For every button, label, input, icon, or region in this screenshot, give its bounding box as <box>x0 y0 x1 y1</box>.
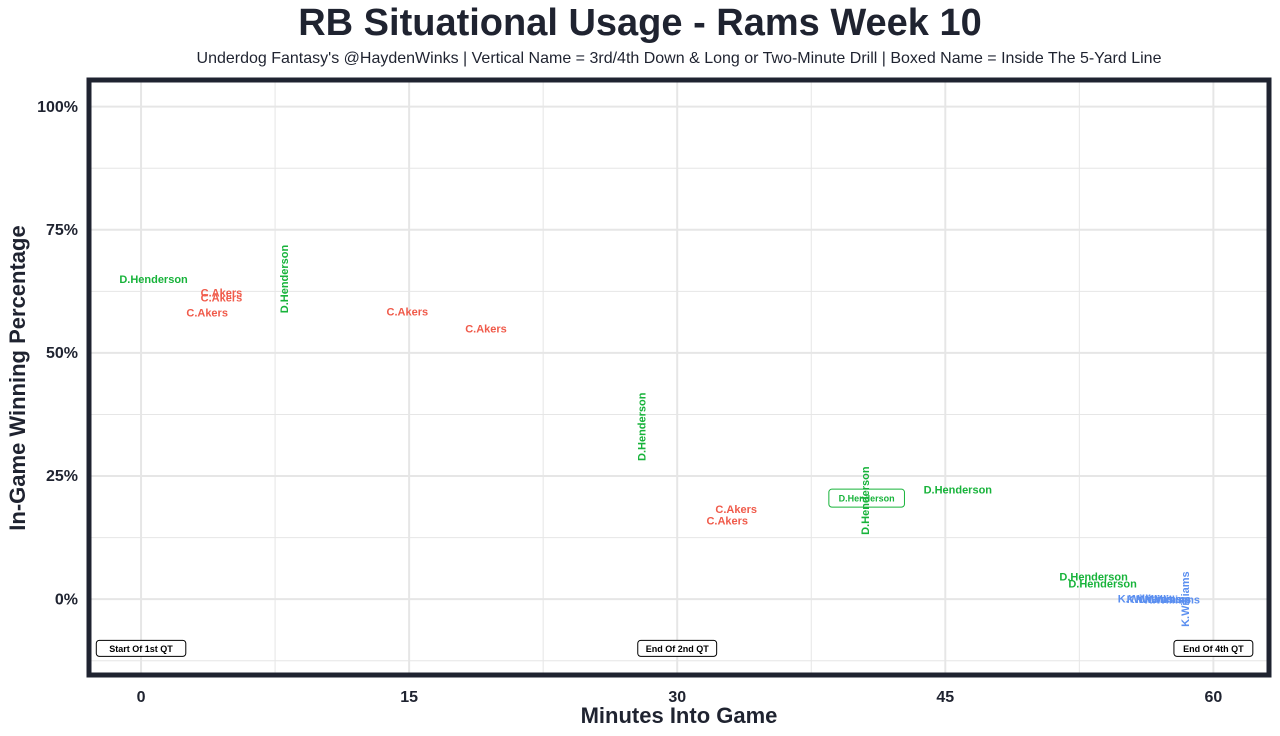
quarter-marker-label: End Of 2nd QT <box>646 644 709 654</box>
player-label: D.Henderson <box>924 484 993 496</box>
player-label: C.Akers <box>465 323 507 335</box>
player-label: C.Akers <box>715 504 757 516</box>
player-label: K.Williams <box>1136 594 1192 606</box>
quarter-marker-box <box>637 639 718 657</box>
player-label-vertical: D.Henderson <box>279 244 291 313</box>
y-tick-label: 50% <box>46 345 78 362</box>
player-label: C.Akers <box>201 287 243 299</box>
chart-subtitle: Underdog Fantasy's @HaydenWinks | Vertic… <box>196 50 1162 67</box>
x-axis-label: Minutes Into Game <box>581 703 778 728</box>
quarter-marker-box <box>95 639 187 657</box>
y-axis-label: In-Game Winning Percentage <box>5 225 30 530</box>
player-label: C.Akers <box>387 307 429 319</box>
x-tick-label: 0 <box>137 689 146 706</box>
x-tick-label: 15 <box>400 689 418 706</box>
player-label: K.Williams <box>1127 594 1183 606</box>
player-label-vertical: K.Williams <box>1180 571 1192 627</box>
chart-title: RB Situational Usage - Rams Week 10 <box>298 2 982 44</box>
player-label: D.Henderson <box>1068 578 1137 590</box>
player-label-vertical: D.Henderson <box>636 392 648 461</box>
x-tick-label: 30 <box>668 689 686 706</box>
y-tick-label: 75% <box>46 222 78 239</box>
y-tick-label: 100% <box>37 99 78 116</box>
plot-frame <box>86 77 1272 678</box>
x-tick-label: 45 <box>936 689 954 706</box>
grid-layer <box>91 82 1267 673</box>
x-tick-label: 60 <box>1204 689 1222 706</box>
player-label: C.Akers <box>186 307 228 319</box>
marks-layer: Start Of 1st QT End Of 2nd QT End Of 4th Q… <box>95 244 1254 657</box>
player-label-box <box>828 488 905 508</box>
player-label-boxed: D.Henderson <box>839 494 895 504</box>
player-label-vertical: D.Henderson <box>860 466 872 535</box>
player-label: K.Williams <box>1145 595 1201 607</box>
player-label: D.Henderson <box>1059 571 1128 583</box>
player-label: D.Henderson <box>119 274 188 286</box>
ticks-layer: 0 15 30 45 60 0% 25% 50% 75% 100% <box>37 99 1222 706</box>
quarter-marker-label: Start Of 1st QT <box>109 644 173 654</box>
quarter-marker-box <box>1173 639 1254 657</box>
player-label: C.Akers <box>706 515 748 527</box>
y-tick-label: 0% <box>55 591 78 608</box>
y-tick-label: 25% <box>46 468 78 485</box>
quarter-marker-label: End Of 4th QT <box>1183 644 1244 654</box>
player-label: K.Williams <box>1118 594 1174 606</box>
player-label: C.Akers <box>201 293 243 305</box>
